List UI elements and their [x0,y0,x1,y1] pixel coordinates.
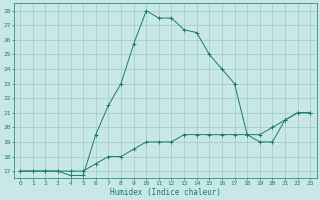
X-axis label: Humidex (Indice chaleur): Humidex (Indice chaleur) [110,188,220,197]
